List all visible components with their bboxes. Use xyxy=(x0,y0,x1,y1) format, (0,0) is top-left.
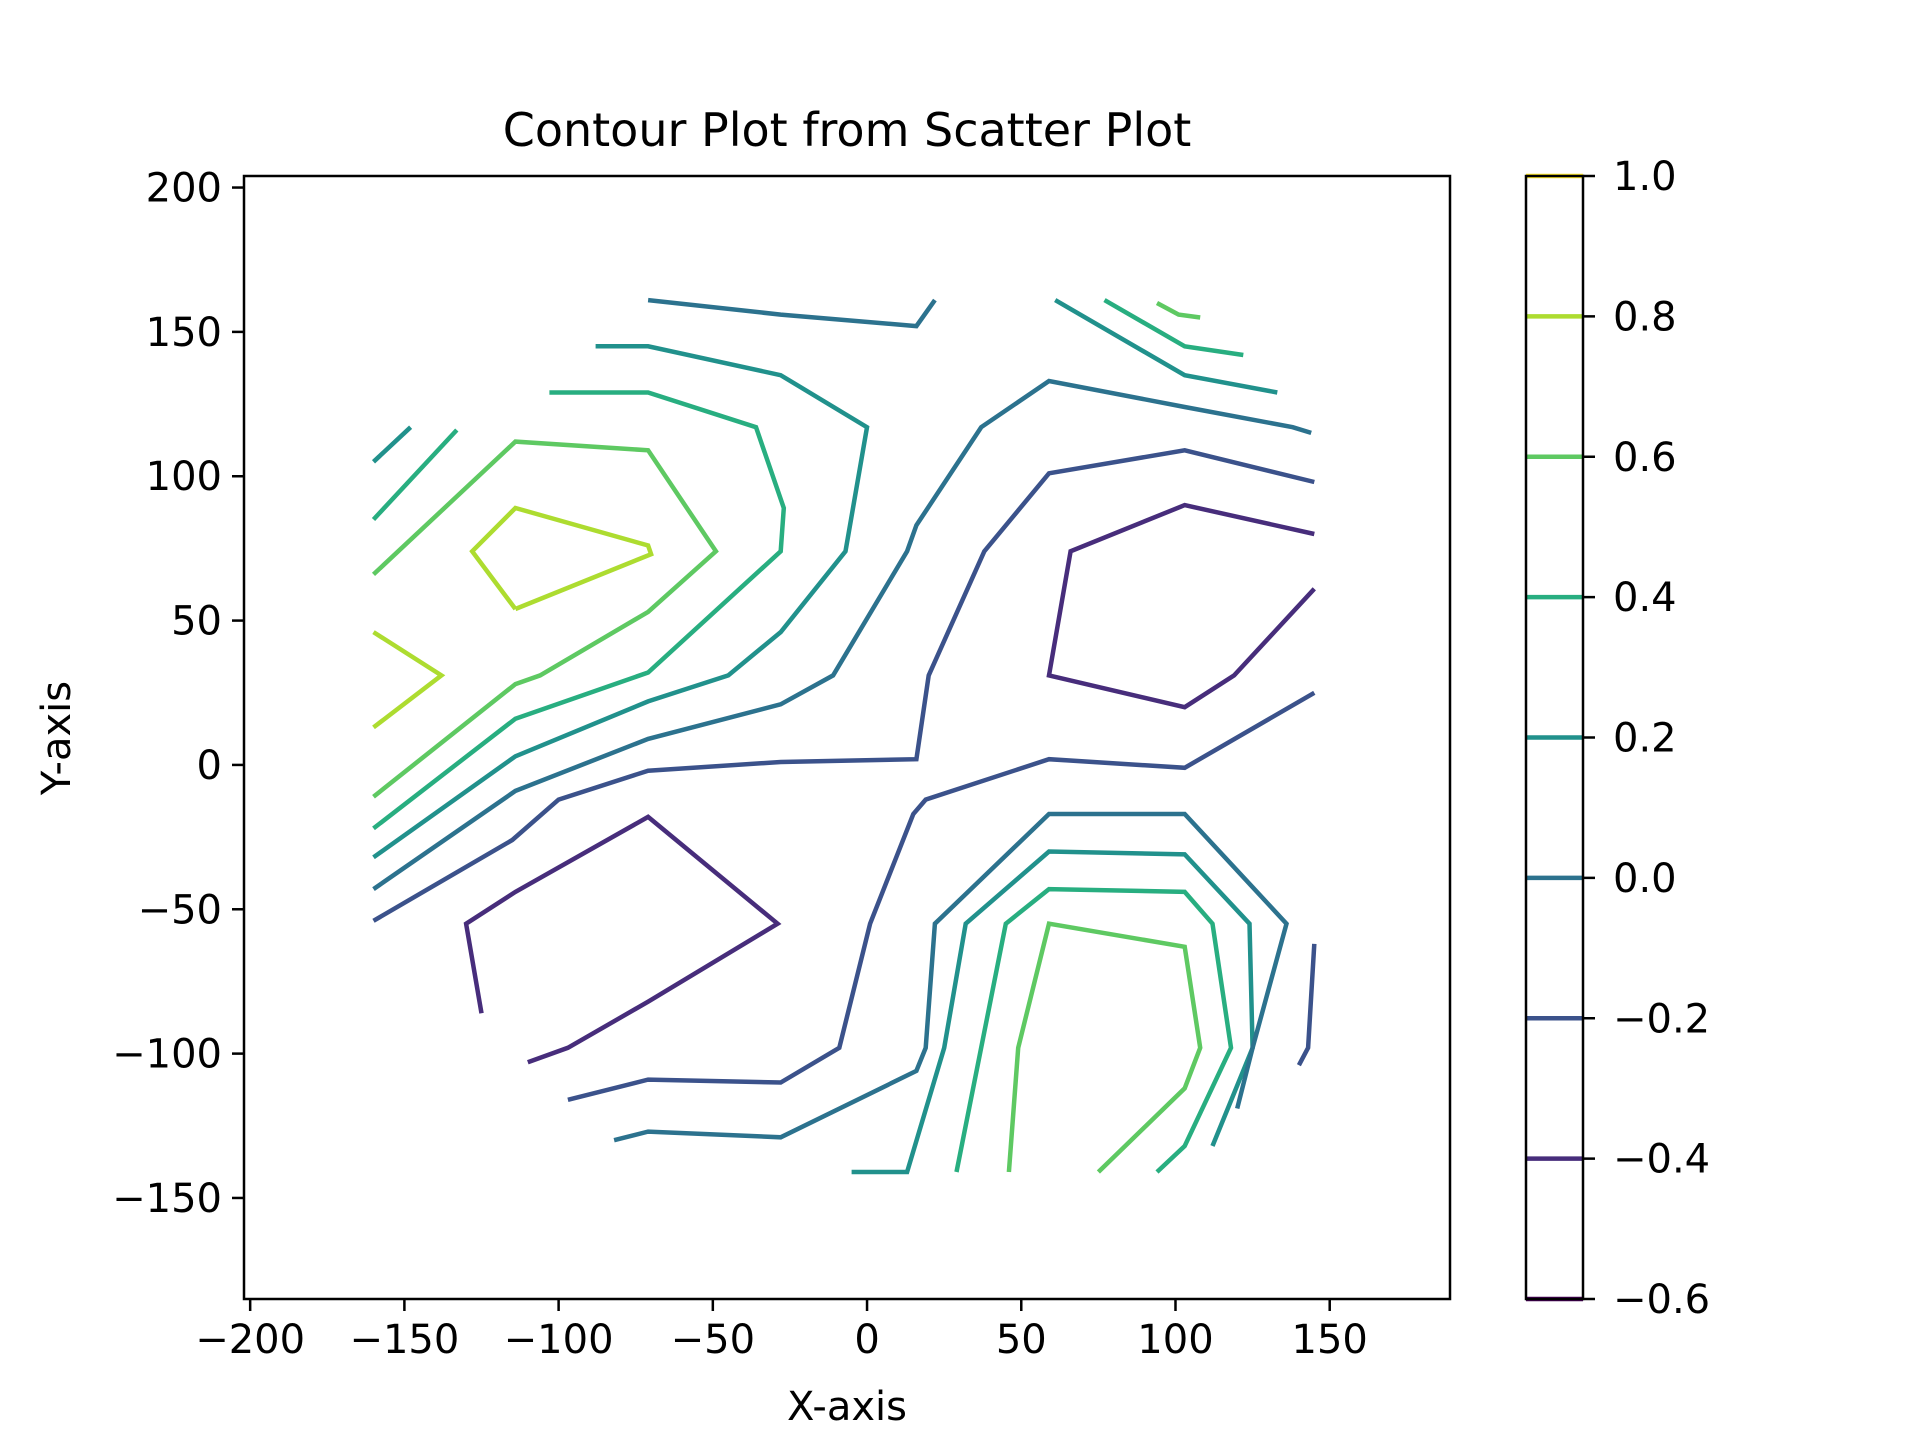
contour-level-3-path-3 xyxy=(851,849,1255,1175)
colorbar-tick-label: −0.4 xyxy=(1613,1137,1710,1183)
y-tick-label: −150 xyxy=(112,1176,222,1222)
contour-level-0-path-1 xyxy=(469,505,654,612)
colorbar-tick-label: −0.6 xyxy=(1613,1277,1710,1323)
y-axis-label: Y-axis xyxy=(34,681,80,796)
x-tick-label: 0 xyxy=(854,1317,879,1363)
contour-level-3-path-1 xyxy=(371,425,413,464)
contour-level-0-path-0 xyxy=(372,630,446,730)
colorbar-tick-label: 1.0 xyxy=(1613,154,1677,200)
colorbar-tick-label: 0.4 xyxy=(1613,575,1677,621)
contour-level-3-path-0 xyxy=(372,344,870,860)
contour-level-2-path-1 xyxy=(371,428,459,522)
colorbar-frame xyxy=(1524,174,1585,1301)
chart-title: Contour Plot from Scatter Plot xyxy=(503,103,1192,157)
contour-level-6-path-0 xyxy=(463,814,782,1065)
x-tick-label: 100 xyxy=(1137,1317,1213,1363)
colorbar-tick-label: 0.8 xyxy=(1613,294,1677,340)
y-tick-label: 200 xyxy=(146,166,222,212)
x-axis-label: X-axis xyxy=(787,1384,907,1430)
contour-level-6-path-1 xyxy=(1046,502,1316,710)
contour-level-4-path-0 xyxy=(372,378,1312,891)
x-tick-label: −50 xyxy=(671,1317,755,1363)
contour-lines xyxy=(371,297,1317,1175)
y-tick-label: 150 xyxy=(146,310,222,356)
y-tick-label: −50 xyxy=(138,887,222,933)
x-tick-label: 50 xyxy=(996,1317,1047,1363)
y-tick-label: 100 xyxy=(146,454,222,500)
contour-level-1-path-1 xyxy=(1155,301,1201,320)
contour-level-2-path-3 xyxy=(954,886,1234,1174)
contour-level-5-path-1 xyxy=(567,690,1316,1102)
y-tick-label: −100 xyxy=(112,1032,222,1078)
contour-level-5-path-0 xyxy=(372,448,1315,923)
colorbar-tick-label: 0.6 xyxy=(1613,435,1677,481)
y-axis-ticks: 200 150 100 50 0 −50 −100 −150 xyxy=(112,166,244,1222)
contour-level-1-path-0 xyxy=(371,439,719,799)
x-tick-label: −100 xyxy=(504,1317,614,1363)
x-axis-ticks: −200 −150 −100 −50 0 50 100 150 xyxy=(195,1299,1368,1363)
contour-level-5-path-2 xyxy=(1296,943,1317,1067)
x-tick-label: −150 xyxy=(349,1317,459,1363)
colorbar-tick-label: −0.2 xyxy=(1613,996,1710,1042)
colorbar: 1.0 0.8 0.6 0.4 0.2 0.0 −0.2 −0.4 −0.6 xyxy=(1524,154,1710,1323)
contour-level-1-path-2 xyxy=(1006,921,1203,1174)
y-tick-label: 50 xyxy=(171,599,222,645)
colorbar-tick-label: 0.2 xyxy=(1613,716,1677,762)
contour-level-4-path-2 xyxy=(613,811,1290,1143)
contour-level-2-path-2 xyxy=(1103,298,1244,358)
colorbar-tick-label: 0.0 xyxy=(1613,856,1677,902)
plot-frame xyxy=(242,174,1452,1301)
x-tick-label: 150 xyxy=(1292,1317,1368,1363)
contour-level-2-path-0 xyxy=(372,390,787,831)
y-tick-label: 0 xyxy=(197,743,222,789)
contour-level-4-path-1 xyxy=(647,297,937,329)
contour-level-3-path-2 xyxy=(1054,298,1278,395)
x-tick-label: −200 xyxy=(195,1317,305,1363)
